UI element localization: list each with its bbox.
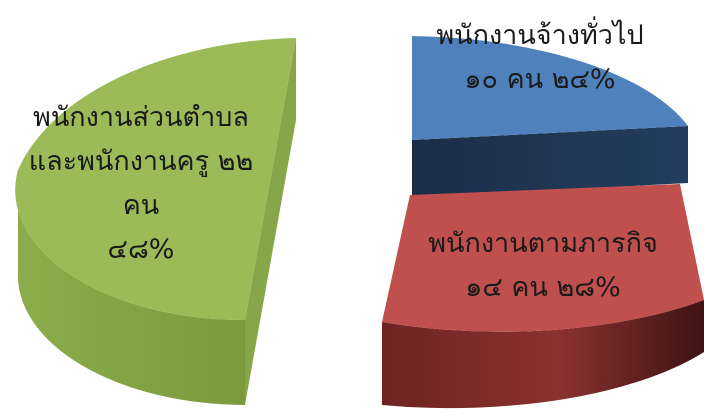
pie-slice-red <box>382 184 704 409</box>
pie-slice-blue <box>412 36 688 198</box>
slice-label-blue-line-2: ๑๐ คน ๒๔% <box>464 64 616 95</box>
slice-green-side <box>15 170 246 405</box>
slice-green-top <box>15 38 297 321</box>
slice-label-red-line-1: พนักงานตามภารกิจ <box>428 228 658 259</box>
slice-label-green-line-4: ๔๘% <box>107 234 175 265</box>
slice-green-side-cut <box>245 38 296 405</box>
slice-label-blue-line-1: พนักงานจ้างทั่วไป <box>436 20 644 51</box>
slice-label-red: พนักงานตามภารกิจ ๑๔ คน ๒๘% <box>398 222 688 310</box>
slice-label-red-line-2: ๑๔ คน ๒๘% <box>465 272 621 303</box>
pie-slice-green <box>15 38 297 405</box>
slice-red-side <box>382 300 704 409</box>
slice-blue-top <box>412 36 688 140</box>
slice-label-blue: พนักงานจ้างทั่วไป ๑๐ คน ๒๔% <box>420 14 660 102</box>
slice-red-top <box>382 184 704 332</box>
slice-label-green-line-2: และพนักงานครู ๒๒ <box>28 146 254 177</box>
slice-label-green-line-3: คน <box>122 190 160 221</box>
slice-label-green-line-1: พนักงานส่วนตำบล <box>33 102 249 133</box>
slice-blue-cut <box>412 126 688 198</box>
slice-label-green: พนักงานส่วนตำบล และพนักงานครู ๒๒ คน ๔๘% <box>10 96 272 272</box>
